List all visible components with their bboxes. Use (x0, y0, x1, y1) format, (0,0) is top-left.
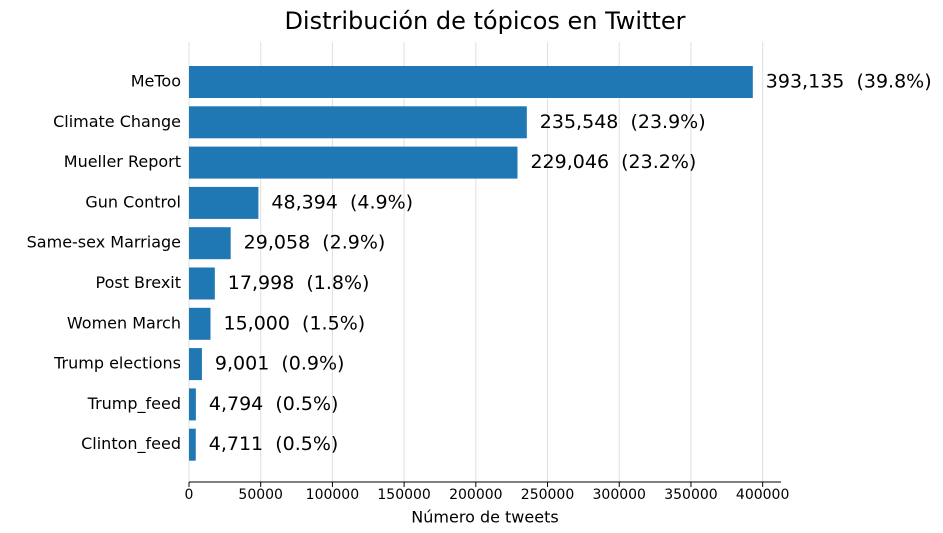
x-tick-label: 400000 (736, 487, 789, 503)
x-tick-label: 350000 (664, 487, 717, 503)
value-label: 29,058 (2.9%) (244, 232, 386, 254)
value-label: 15,000 (1.5%) (224, 312, 366, 334)
x-tick-label: 300000 (593, 487, 646, 503)
value-label: 4,711 (0.5%) (209, 433, 339, 455)
x-tick-label: 50000 (238, 487, 283, 503)
value-label: 9,001 (0.9%) (215, 353, 345, 375)
value-label: 393,135 (39.8%) (766, 71, 932, 93)
bar (189, 307, 211, 340)
y-tick-label: Post Brexit (95, 273, 181, 292)
value-label: 229,046 (23.2%) (530, 151, 696, 173)
x-tick-label: 150000 (377, 487, 430, 503)
value-label: 4,794 (0.5%) (209, 393, 339, 415)
y-tick-label: Climate Change (53, 112, 181, 131)
y-tick-label: Trump elections (53, 354, 181, 373)
bar (189, 106, 527, 139)
bar (189, 186, 259, 219)
chart-title: Distribución de tópicos en Twitter (284, 7, 685, 35)
value-label: 48,394 (4.9%) (271, 191, 413, 213)
y-tick-label: Gun Control (85, 192, 181, 211)
y-tick-label: Women March (67, 313, 181, 332)
y-tick-label: Same-sex Marriage (27, 233, 181, 252)
y-tick-label: Mueller Report (64, 152, 181, 171)
y-tick-label: Trump_feed (87, 394, 181, 414)
y-tick-label: MeToo (131, 72, 181, 91)
bar (189, 428, 196, 461)
bar (189, 146, 518, 179)
value-label: 17,998 (1.8%) (228, 272, 370, 294)
bar (189, 227, 231, 260)
bar (189, 267, 215, 300)
x-tick-label: 200000 (449, 487, 502, 503)
y-tick-label: Clinton_feed (81, 434, 181, 454)
value-label: 235,548 (23.9%) (540, 111, 706, 133)
x-tick-label: 100000 (306, 487, 359, 503)
x-tick-label: 0 (185, 487, 194, 503)
bar (189, 388, 196, 421)
bar (189, 66, 753, 98)
x-tick-label: 250000 (521, 487, 574, 503)
x-axis-label: Número de tweets (411, 508, 558, 527)
bar (189, 348, 202, 381)
